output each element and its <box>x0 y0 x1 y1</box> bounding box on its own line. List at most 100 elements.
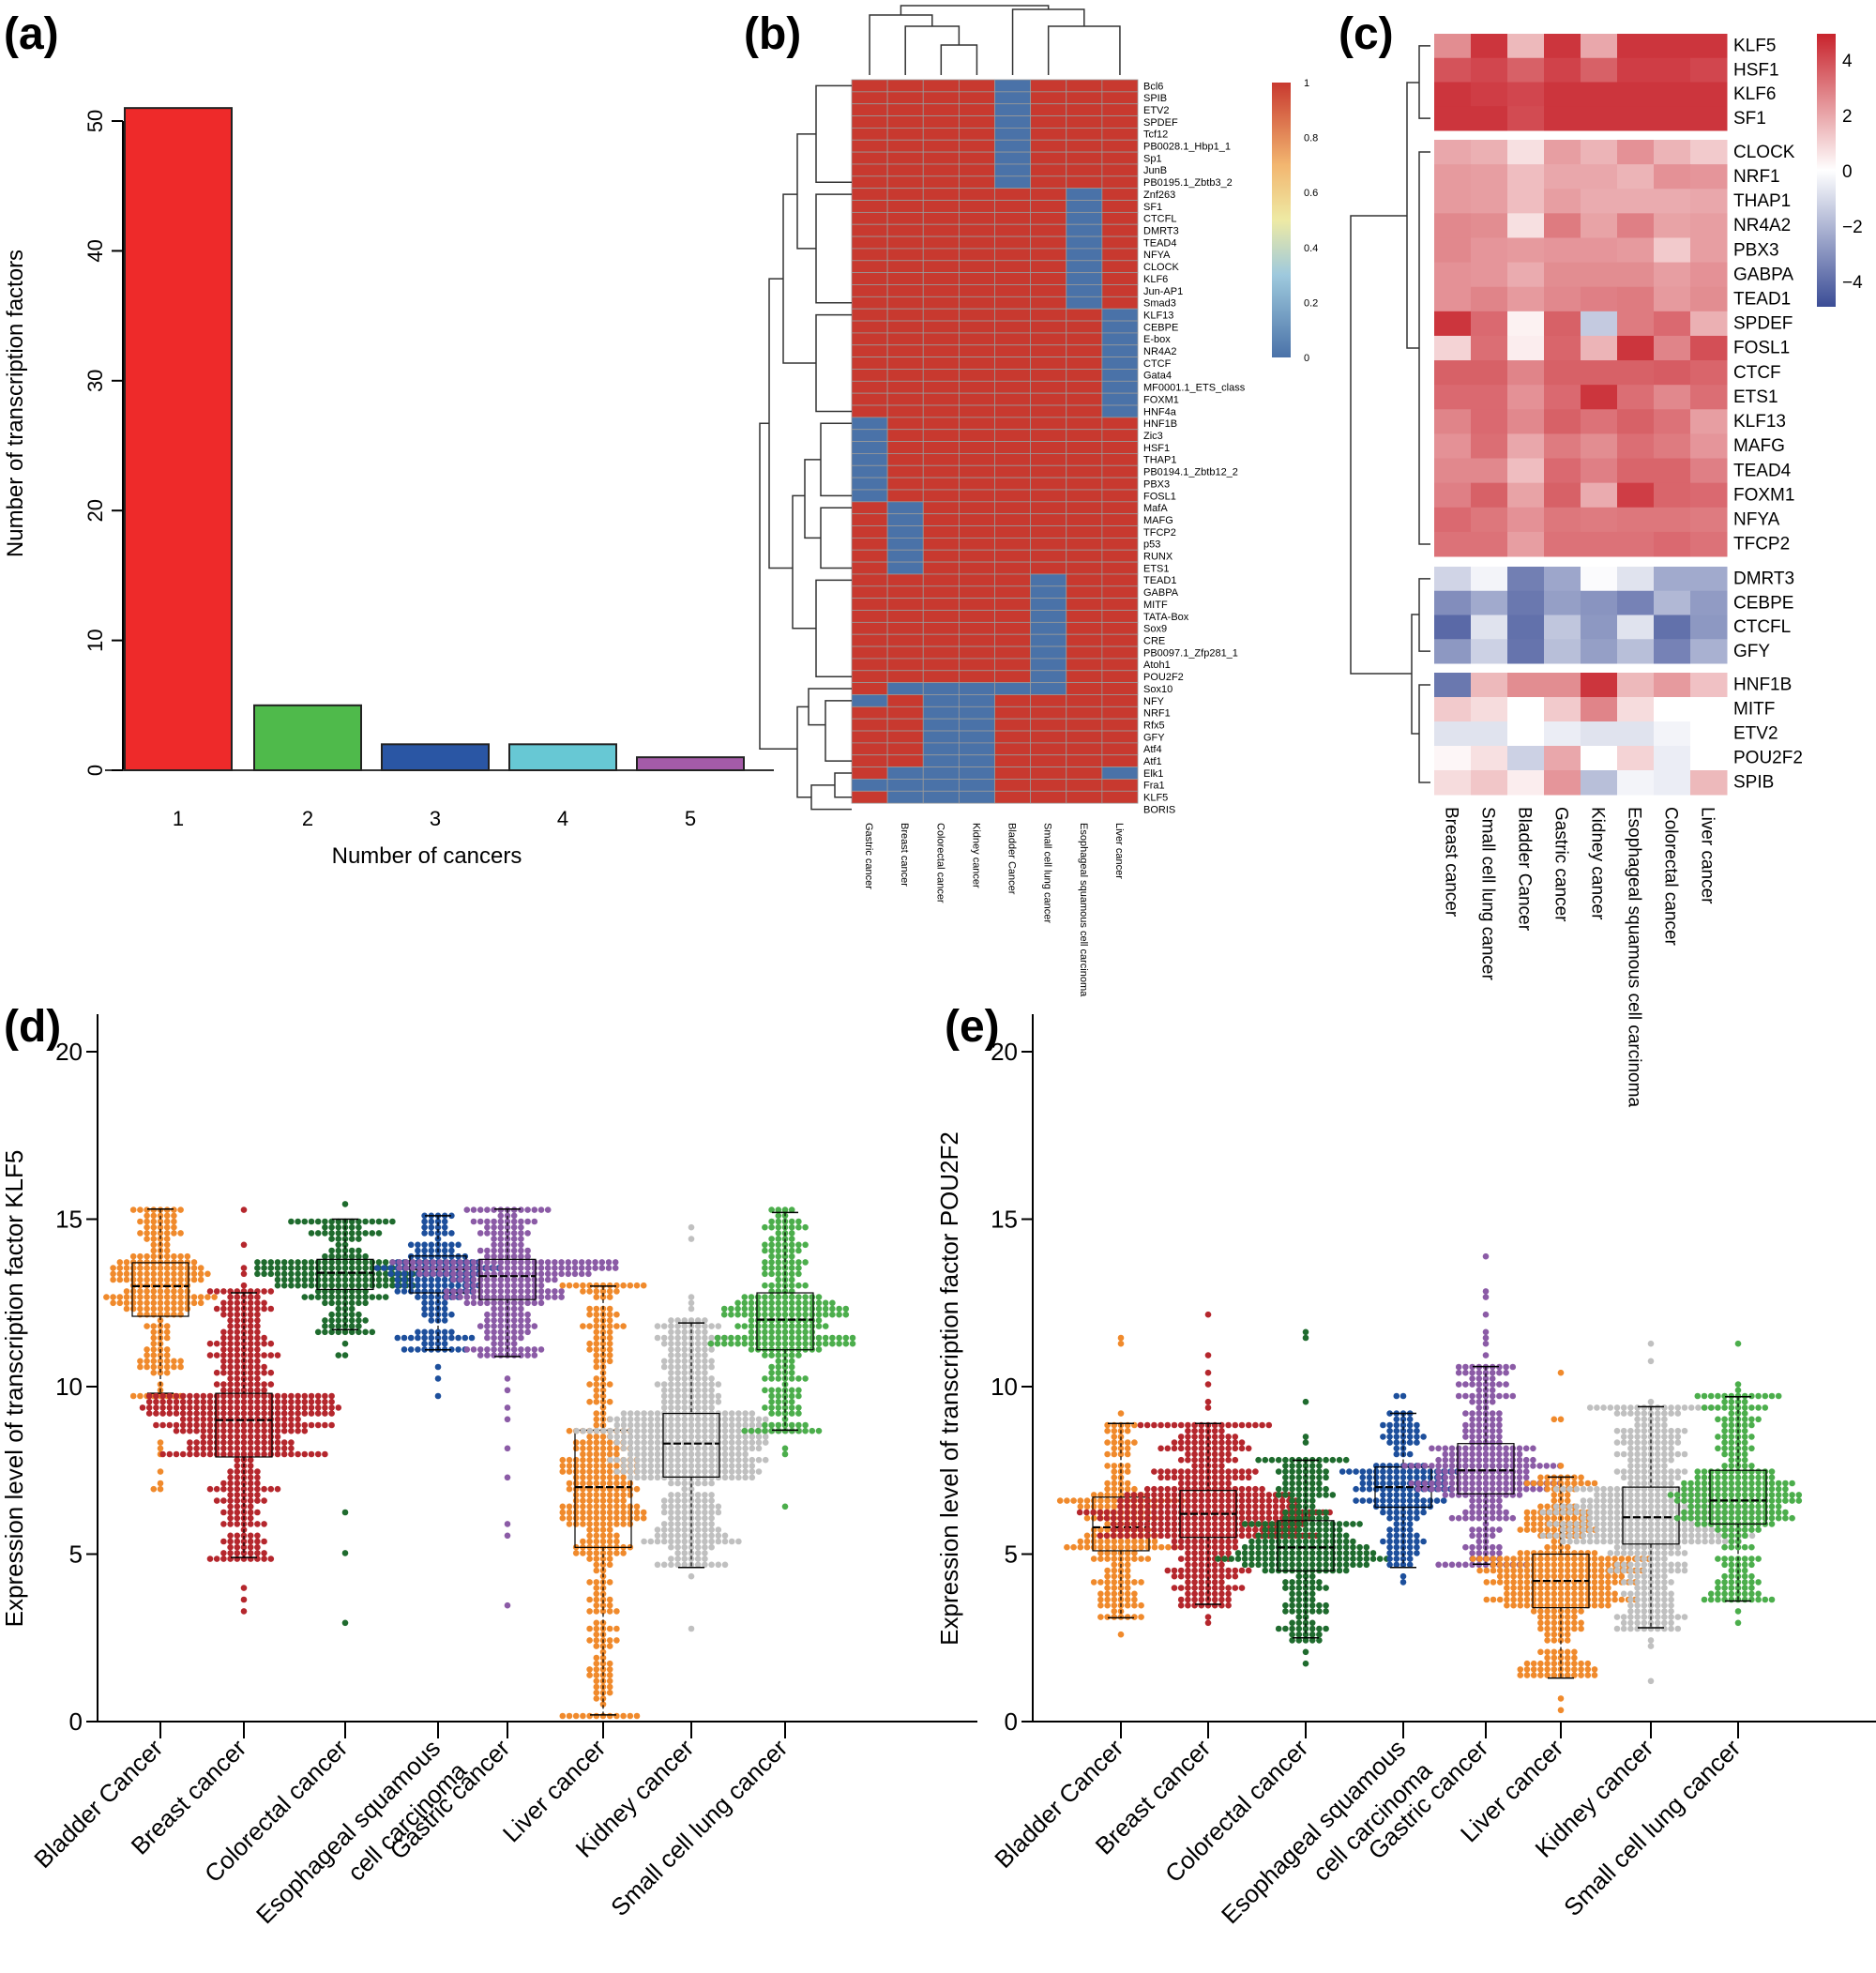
data-point <box>1211 1567 1218 1574</box>
heatmap-cell <box>1617 770 1655 796</box>
data-point <box>768 1259 775 1266</box>
data-point <box>455 1334 461 1342</box>
data-point <box>1211 1474 1218 1481</box>
data-point <box>1289 1492 1295 1498</box>
data-point <box>129 1270 137 1278</box>
heatmap-cell <box>1544 213 1581 238</box>
heatmap-cell <box>1101 537 1139 551</box>
data-point <box>518 1282 524 1289</box>
data-point <box>322 1252 328 1260</box>
data-point <box>396 1259 403 1266</box>
data-point <box>681 1363 688 1371</box>
data-point <box>1329 1492 1337 1498</box>
heatmap-cell <box>1544 262 1581 288</box>
data-point <box>1282 1585 1289 1591</box>
data-point <box>1191 1543 1198 1551</box>
heatmap-cell <box>1690 237 1728 264</box>
data-point <box>1225 1521 1232 1527</box>
data-point <box>627 1509 634 1516</box>
data-point <box>227 1445 234 1452</box>
heatmap-cell <box>886 417 924 431</box>
data-point <box>1232 1492 1239 1498</box>
data-point <box>788 1404 795 1411</box>
data-point <box>416 1259 423 1266</box>
data-point <box>322 1265 328 1271</box>
data-point <box>1204 1503 1212 1510</box>
data-point <box>728 1439 735 1446</box>
data-point <box>627 1514 634 1522</box>
heatmap-cell <box>1617 286 1655 312</box>
data-point <box>1144 1556 1152 1562</box>
heatmap-cell <box>922 706 960 720</box>
data-point <box>1090 1556 1097 1562</box>
data-point <box>1211 1427 1218 1434</box>
data-point <box>1336 1550 1343 1556</box>
data-point <box>1268 1456 1276 1464</box>
heatmap-cell <box>1434 615 1472 640</box>
data-point <box>1414 1509 1420 1516</box>
data-point <box>497 1288 505 1295</box>
y-tick-label: 20 <box>83 499 107 522</box>
data-point <box>150 1299 158 1307</box>
data-point <box>1185 1492 1191 1498</box>
data-point <box>280 1427 288 1434</box>
data-point <box>668 1427 674 1434</box>
data-point <box>1406 1427 1414 1434</box>
heatmap-cell <box>1434 82 1472 107</box>
data-point <box>1393 1463 1400 1469</box>
data-point <box>1372 1497 1380 1504</box>
data-point <box>314 1294 322 1300</box>
colorbar <box>1817 34 1836 307</box>
heatmap-cell <box>958 658 995 672</box>
data-point <box>1238 1532 1246 1540</box>
data-point <box>163 1323 171 1329</box>
data-point <box>708 1416 715 1423</box>
data-point <box>668 1556 674 1562</box>
heatmap-cell <box>1581 34 1618 59</box>
heatmap-cell <box>1507 433 1545 460</box>
data-point <box>163 1223 171 1231</box>
data-point <box>510 1241 518 1249</box>
data-point <box>1356 1550 1363 1556</box>
heatmap-cell <box>886 754 924 767</box>
data-point <box>606 1596 613 1603</box>
data-point <box>1302 1585 1309 1591</box>
heatmap-cell <box>1507 531 1545 557</box>
data-point <box>123 1259 130 1266</box>
data-point <box>634 1410 641 1417</box>
dendrogram-branch <box>820 507 852 569</box>
box <box>131 1262 189 1317</box>
data-point <box>607 1416 613 1423</box>
data-point <box>660 1538 668 1545</box>
data-point <box>470 1299 477 1307</box>
heatmap-cell <box>994 188 1032 201</box>
data-point <box>1111 1497 1118 1504</box>
data-point <box>721 1439 729 1446</box>
data-point <box>1185 1439 1191 1446</box>
data-point <box>415 1334 421 1342</box>
data-point <box>1252 1492 1259 1498</box>
data-point <box>129 1207 137 1213</box>
data-point <box>396 1265 403 1271</box>
data-point <box>1151 1526 1157 1533</box>
data-point <box>1177 1468 1185 1475</box>
data-point <box>1262 1532 1269 1540</box>
heatmap-cell <box>1507 82 1545 107</box>
heatmap-cell <box>1690 639 1728 664</box>
data-point <box>434 1294 442 1300</box>
data-point <box>728 1538 735 1545</box>
data-point <box>1399 1579 1407 1586</box>
data-point <box>681 1526 688 1533</box>
data-point <box>1131 1601 1138 1609</box>
data-point <box>1275 1492 1282 1498</box>
data-point <box>1171 1503 1178 1510</box>
data-point <box>1198 1463 1205 1469</box>
data-point <box>749 1416 756 1423</box>
data-point <box>314 1410 322 1417</box>
heatmap-cell <box>922 175 960 190</box>
data-point <box>802 1427 809 1434</box>
data-point <box>640 1509 647 1516</box>
row-label: CLOCK <box>1733 143 1795 162</box>
heatmap-cell <box>1101 718 1139 732</box>
data-point <box>1420 1538 1427 1545</box>
